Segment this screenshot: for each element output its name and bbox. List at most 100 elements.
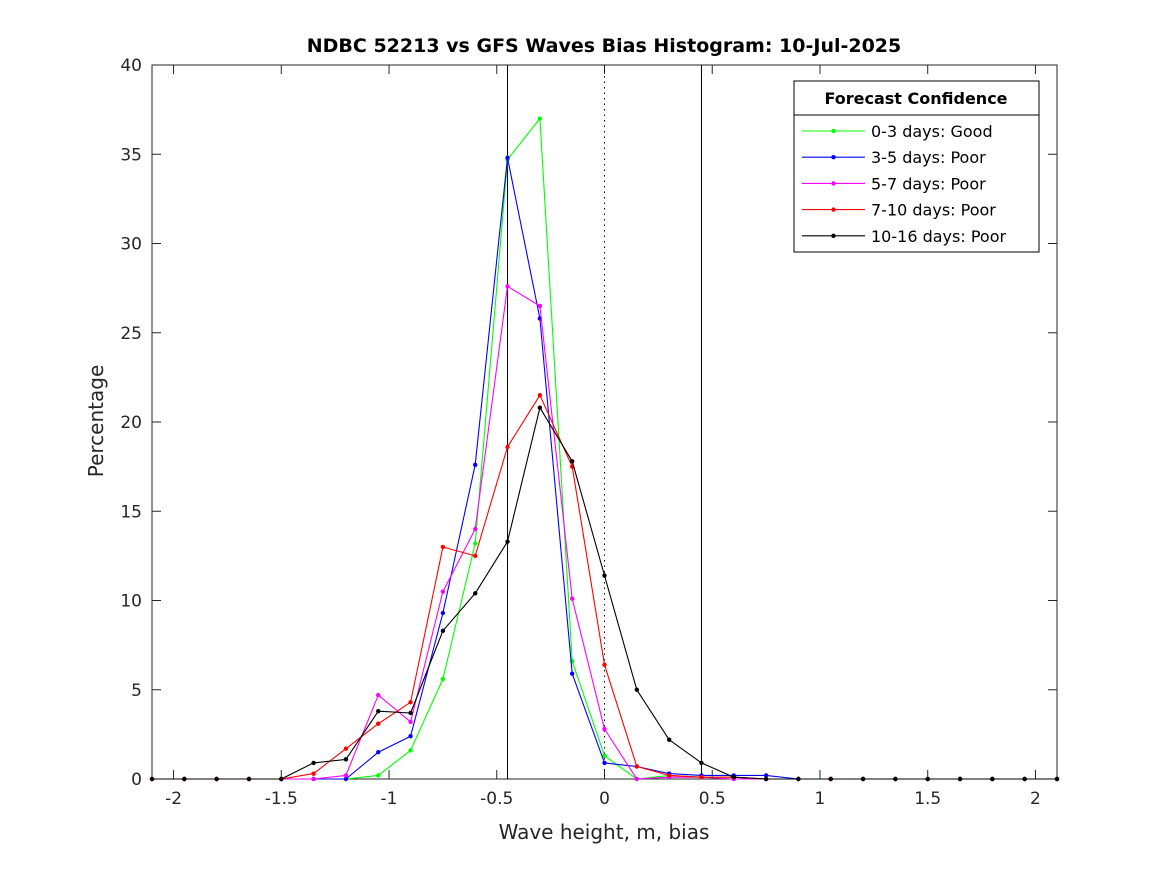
series-5-point (311, 760, 316, 766)
y-tick-label: 10 (120, 592, 142, 612)
series-2-point (569, 671, 575, 676)
x-tick-label: 1.5 (914, 789, 941, 809)
series-5-point (699, 760, 704, 766)
legend-swatch-marker (831, 207, 836, 212)
legend-label: 3-5 days: Poor (871, 148, 986, 167)
y-tick-label: 25 (120, 324, 142, 344)
x-axis-label: Wave height, m, bias (499, 820, 710, 844)
series-5-point (602, 573, 607, 578)
y-tick-label: 30 (120, 235, 142, 255)
series-3-point (376, 692, 381, 698)
series-1-point (602, 753, 607, 758)
legend-swatch-marker (831, 128, 836, 134)
legend-label: 7-10 days: Poor (871, 201, 996, 220)
series-4-point (634, 764, 640, 769)
y-tick-label: 5 (131, 681, 142, 701)
series-5-point (376, 708, 381, 714)
series-4-point (699, 775, 704, 780)
series-5-point (763, 776, 769, 782)
series-2-point (473, 462, 478, 468)
chart-title: NDBC 52213 vs GFS Waves Bias Histogram: … (307, 35, 902, 57)
series-5-point (537, 405, 543, 410)
series-3-point (311, 776, 316, 782)
series-5-point (990, 776, 995, 782)
series-2-point (376, 750, 381, 755)
x-tick-label: 0 (599, 789, 610, 809)
legend-swatch-marker (831, 155, 836, 160)
series-3-point (634, 776, 640, 782)
series-5-point (149, 776, 155, 782)
legend-label: 5-7 days: Poor (871, 174, 986, 193)
legend-box (793, 80, 1040, 253)
series-5-point (408, 710, 413, 716)
series-5-point (634, 687, 640, 692)
legend-label: 0-3 days: Good (871, 122, 993, 141)
series-4-point (602, 662, 607, 667)
series-1-point (473, 541, 478, 546)
series-3-point (537, 303, 543, 309)
series-4-point (537, 393, 543, 398)
series-4-point (311, 771, 316, 776)
series-4-point (343, 746, 349, 751)
series-1-point (537, 116, 543, 121)
series-2-point (343, 776, 349, 782)
series-5-point (214, 776, 219, 782)
series-5-point (182, 776, 187, 782)
x-tick-label: -1 (381, 789, 398, 809)
series-1-point (408, 748, 413, 753)
series-1-point (376, 773, 381, 778)
x-tick-label: -2 (165, 789, 182, 809)
series-5-point (925, 776, 930, 782)
legend-items: 0-3 days: Good 3-5 days: Poor 5-7 days: Po… (802, 122, 1006, 246)
series-4-point (376, 721, 381, 726)
series-5-point (893, 776, 898, 782)
series-5-point (569, 459, 575, 464)
x-tick-label: -1.5 (265, 789, 298, 809)
x-tick-label: -0.5 (480, 789, 513, 809)
series-2-point (408, 733, 413, 739)
series-3-point (440, 589, 446, 594)
series-5-point (505, 539, 510, 544)
series-2-point (602, 760, 607, 766)
series-1-point (440, 676, 446, 682)
series-3-point (343, 773, 349, 778)
y-tick-label: 20 (120, 413, 142, 433)
series-5-point (473, 591, 478, 596)
legend-title: Forecast Confidence (824, 89, 1007, 108)
series-5-point (666, 737, 672, 742)
series-3-point (569, 596, 575, 601)
x-tick-label: 2 (1030, 789, 1041, 809)
series-5-point (731, 775, 736, 780)
series-5-point (828, 776, 833, 782)
legend-swatch-marker (831, 233, 836, 238)
series-5-point (1022, 776, 1027, 782)
series-4-point (505, 444, 510, 450)
x-tick-label: 1 (815, 789, 826, 809)
series-5-point (246, 776, 252, 782)
series-5-point (1054, 776, 1060, 782)
series-5-point (343, 757, 349, 762)
series-5-point (860, 776, 866, 782)
series-2-point (505, 155, 510, 161)
y-tick-label: 35 (120, 145, 142, 165)
series-3-point (602, 726, 607, 732)
series-5-point (440, 628, 446, 634)
series-5-point (796, 776, 801, 782)
legend: Forecast Confidence 0-3 days: Good 3-5 da… (793, 80, 1040, 253)
legend-swatch-marker (831, 181, 836, 186)
y-tick-label: 15 (120, 502, 142, 522)
x-tick-label: 0.5 (699, 789, 726, 809)
series-4-point (473, 553, 478, 559)
legend-label: 10-16 days: Poor (871, 227, 1006, 246)
y-tick-label: 0 (131, 770, 142, 790)
series-5-point (279, 776, 284, 782)
series-5-point (957, 776, 963, 782)
series-2-point (440, 610, 446, 616)
series-4-point (408, 700, 413, 705)
series-3-point (473, 526, 478, 532)
series-3-point (505, 284, 510, 289)
series-3-point (408, 719, 413, 725)
